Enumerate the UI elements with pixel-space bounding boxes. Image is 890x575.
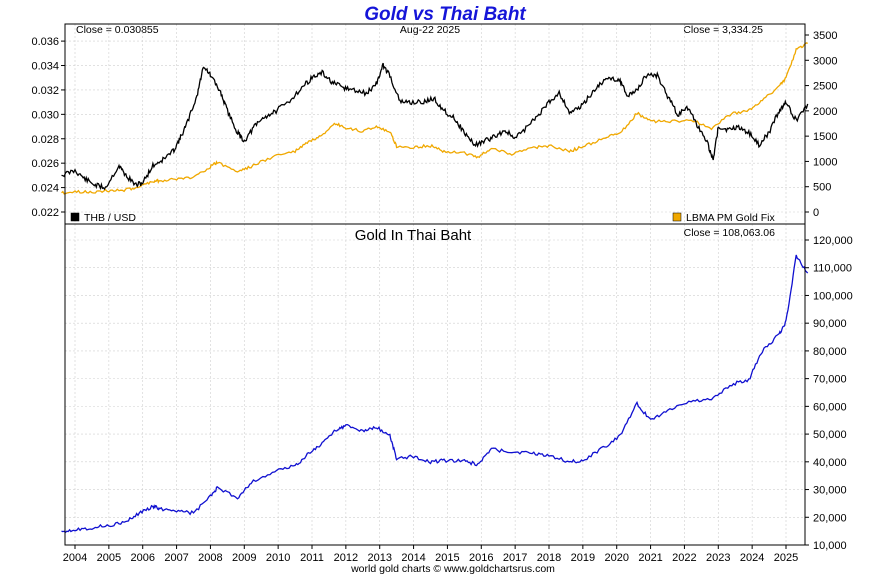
bottom-right-axis-ticks: 10,000 20,000 30,000 40,000 50,000 60,000 70,0… (805, 235, 853, 552)
top-panel-frame (64, 23, 806, 225)
y-right-tick-label: 2500 (813, 81, 837, 93)
x-tick-label: 2019 (571, 552, 595, 564)
x-axis-ticks: 2004 2005 2006 2007 2008 2009 2010 2011 2012 2013… (63, 545, 798, 564)
y-right-tick-label: 40,000 (813, 457, 847, 469)
bottom-panel-title: Gold In Thai Baht (355, 227, 472, 244)
y-right-tick-label: 90,000 (813, 318, 847, 330)
y-right-tick-label: 3500 (813, 30, 837, 42)
bottom-panel-frame (64, 223, 806, 546)
y-left-tick-label: 0.034 (31, 61, 59, 73)
y-right-tick-label: 20,000 (813, 512, 847, 524)
x-tick-label: 2013 (367, 552, 391, 564)
y-right-tick-label: 500 (813, 182, 831, 194)
y-left-tick-label: 0.026 (31, 158, 59, 170)
y-right-tick-label: 1000 (813, 156, 837, 168)
x-tick-label: 2009 (232, 552, 256, 564)
y-left-tick-label: 0.022 (31, 207, 59, 219)
x-tick-label: 2010 (266, 552, 290, 564)
y-left-tick-label: 0.032 (31, 85, 59, 97)
bottom-panel-grid (65, 224, 805, 546)
x-tick-label: 2020 (604, 552, 628, 564)
x-tick-label: 2004 (63, 552, 87, 564)
chart-title: Gold vs Thai Baht (364, 4, 526, 25)
footer-credit: world gold charts © www.goldchartsrus.co… (350, 563, 555, 575)
x-tick-label: 2006 (130, 552, 154, 564)
x-tick-label: 2025 (774, 552, 798, 564)
date-label: Aug-22 2025 (400, 24, 460, 36)
x-tick-label: 2016 (469, 552, 493, 564)
x-tick-label: 2008 (198, 552, 222, 564)
y-right-tick-label: 30,000 (813, 485, 847, 497)
x-tick-label: 2015 (435, 552, 459, 564)
y-right-tick-label: 80,000 (813, 346, 847, 358)
y-right-tick-label: 3000 (813, 55, 837, 67)
y-right-tick-label: 0 (813, 207, 819, 219)
x-tick-label: 2011 (300, 552, 324, 564)
y-right-tick-label: 50,000 (813, 429, 847, 441)
y-right-tick-label: 1500 (813, 131, 837, 143)
y-right-tick-label: 10,000 (813, 540, 847, 552)
gold-usd-line (61, 42, 808, 195)
x-tick-label: 2022 (672, 552, 696, 564)
x-tick-label: 2017 (503, 552, 527, 564)
legend-swatch-thb (70, 212, 80, 222)
legend-label-thb: THB / USD (84, 212, 136, 224)
y-left-tick-label: 0.036 (31, 36, 59, 48)
y-right-tick-label: 60,000 (813, 401, 847, 413)
legend-label-gold: LBMA PM Gold Fix (686, 212, 775, 224)
thb-usd-line (61, 62, 809, 191)
right-close-readout: Close = 3,334.25 (683, 24, 763, 36)
left-close-readout: Close = 0.030855 (76, 24, 159, 36)
y-left-tick-label: 0.028 (31, 134, 59, 146)
x-tick-label: 2021 (638, 552, 662, 564)
x-tick-label: 2023 (706, 552, 730, 564)
x-tick-label: 2024 (740, 552, 764, 564)
top-left-axis-ticks: 0.022 0.024 0.026 0.028 0.030 0.032 0.034 0.036 (31, 36, 65, 219)
y-right-tick-label: 110,000 (813, 263, 852, 275)
y-left-tick-label: 0.030 (31, 109, 59, 121)
x-tick-label: 2018 (537, 552, 561, 564)
gold-in-baht-line (61, 254, 809, 534)
top-panel-grid (65, 24, 805, 224)
y-right-tick-label: 100,000 (813, 290, 853, 302)
bottom-close-readout: Close = 108,063.06 (684, 227, 776, 239)
y-right-tick-label: 2000 (813, 106, 837, 118)
x-tick-label: 2012 (334, 552, 358, 564)
legend-swatch-gold (672, 212, 682, 222)
top-right-axis-ticks: 0 500 1000 1500 2000 2500 3000 3500 (805, 30, 837, 219)
x-tick-label: 2014 (401, 552, 425, 564)
y-right-tick-label: 70,000 (813, 374, 847, 386)
x-tick-label: 2005 (97, 552, 121, 564)
x-tick-label: 2007 (164, 552, 188, 564)
y-right-tick-label: 120,000 (813, 235, 853, 247)
y-left-tick-label: 0.024 (31, 183, 59, 195)
